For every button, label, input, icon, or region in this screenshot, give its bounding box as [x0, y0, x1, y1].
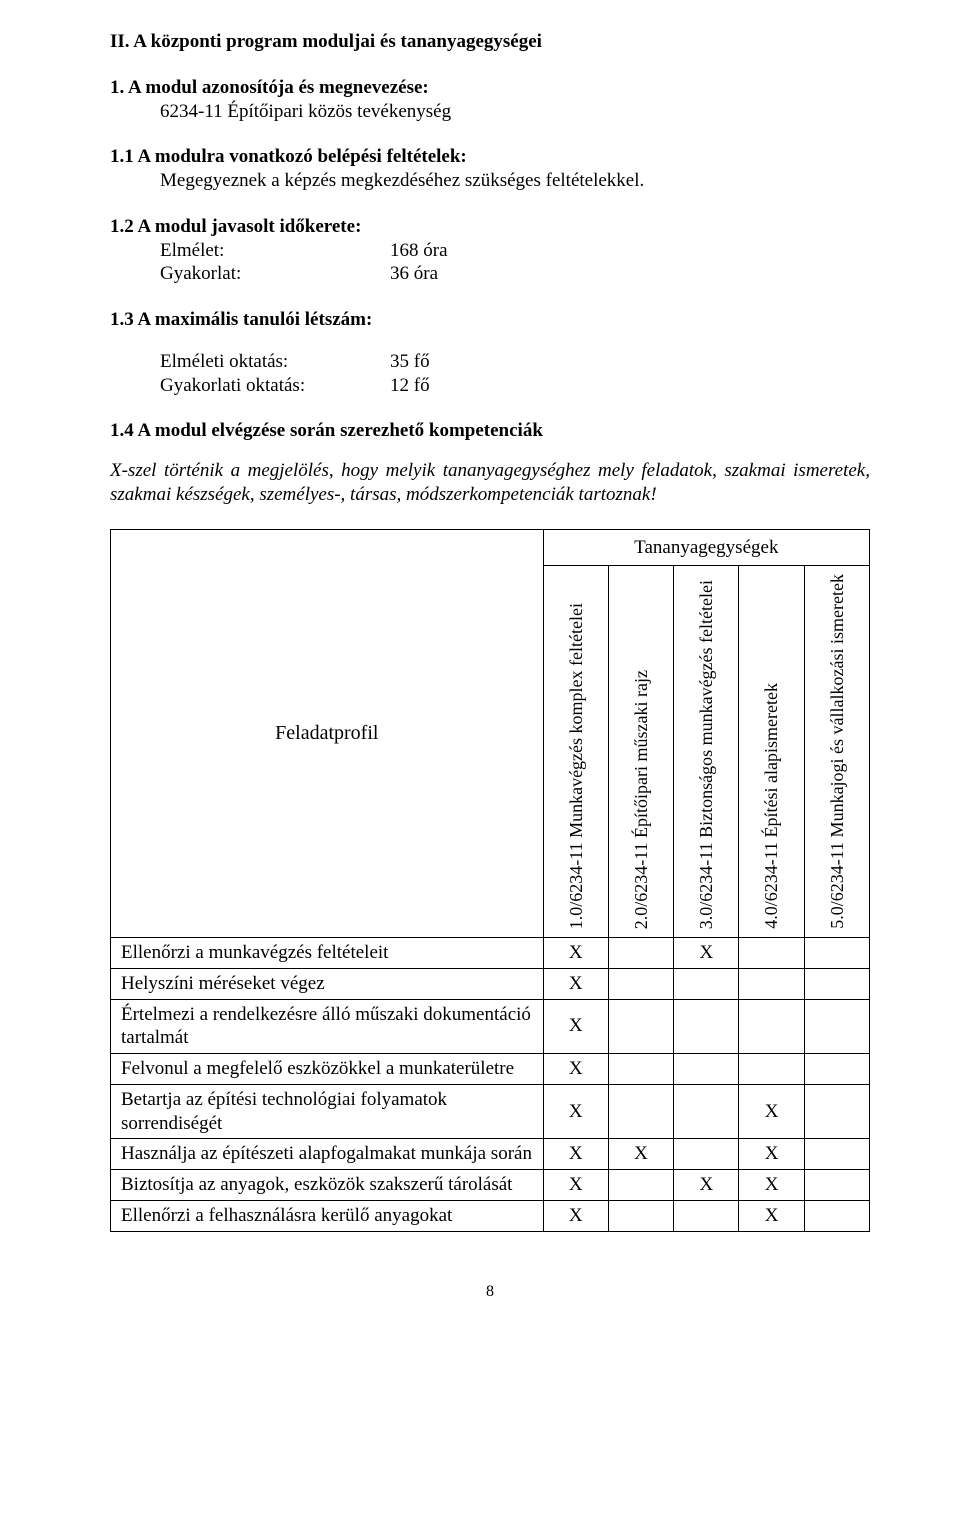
table-row: Értelmezi a rendelkezésre álló műszaki d…	[111, 999, 870, 1054]
mark-cell	[674, 1200, 739, 1231]
mark-cell: X	[543, 938, 608, 969]
mark-cell: X	[543, 968, 608, 999]
mark-cell	[739, 938, 804, 969]
kv-label: Gyakorlati oktatás:	[160, 374, 390, 398]
section-1-1-title: 1.1 A modulra vonatkozó belépési feltéte…	[110, 145, 870, 169]
section-1-sub: 6234-11 Építőipari közös tevékenység	[160, 100, 870, 124]
table-row: Betartja az építési technológiai folyama…	[111, 1084, 870, 1139]
mark-cell: X	[674, 938, 739, 969]
mark-cell: X	[739, 1139, 804, 1170]
kv-value: 12 fő	[390, 374, 430, 398]
table-row: Helyszíni méréseket végez X	[111, 968, 870, 999]
mark-cell	[804, 1084, 869, 1139]
section-1-3: 1.3 A maximális tanulói létszám: Elmélet…	[110, 308, 870, 397]
row-label: Felvonul a megfelelő eszközökkel a munka…	[111, 1054, 544, 1085]
col-header: 2.0/6234-11 Építőipari műszaki rajz	[630, 662, 653, 937]
mark-cell	[804, 1139, 869, 1170]
mark-cell	[739, 999, 804, 1054]
mark-cell: X	[543, 1200, 608, 1231]
col-header: 1.0/6234-11 Munkavégzés komplex feltétel…	[565, 595, 588, 937]
competency-table: Feladatprofil Tananyagegységek 1.0/6234-…	[110, 529, 870, 1232]
mark-cell	[608, 1054, 673, 1085]
kv-value: 35 fő	[390, 350, 430, 374]
col-header: 4.0/6234-11 Építési alapismeretek	[760, 675, 783, 937]
mark-cell	[608, 968, 673, 999]
section-1-2-title: 1.2 A modul javasolt időkerete:	[110, 215, 870, 239]
table-row: Felvonul a megfelelő eszközökkel a munka…	[111, 1054, 870, 1085]
mark-cell: X	[739, 1200, 804, 1231]
table-row: Ellenőrzi a felhasználásra kerülő anyago…	[111, 1200, 870, 1231]
section-1-1-sub: Megegyeznek a képzés megkezdéséhez szüks…	[160, 169, 870, 193]
row-label: Értelmezi a rendelkezésre álló műszaki d…	[111, 999, 544, 1054]
mark-cell: X	[543, 1084, 608, 1139]
kv-value: 36 óra	[390, 262, 438, 286]
mark-cell: X	[739, 1084, 804, 1139]
mark-cell	[739, 968, 804, 999]
mark-cell	[674, 999, 739, 1054]
table-row: Biztosítja az anyagok, eszközök szakszer…	[111, 1170, 870, 1201]
table-row: Használja az építészeti alapfogalmakat m…	[111, 1139, 870, 1170]
mark-cell	[804, 1170, 869, 1201]
mark-cell: X	[739, 1170, 804, 1201]
row-label: Betartja az építési technológiai folyama…	[111, 1084, 544, 1139]
mark-cell	[804, 938, 869, 969]
kv-label: Gyakorlat:	[160, 262, 390, 286]
mark-cell	[674, 968, 739, 999]
mark-cell: X	[608, 1139, 673, 1170]
tananyag-header: Tananyagegységek	[543, 529, 869, 566]
mark-cell	[608, 938, 673, 969]
section-1-4: 1.4 A modul elvégzése során szerezhető k…	[110, 419, 870, 506]
row-label: Ellenőrzi a munkavégzés feltételeit	[111, 938, 544, 969]
row-label: Használja az építészeti alapfogalmakat m…	[111, 1139, 544, 1170]
page-number: 8	[110, 1282, 870, 1302]
kv-row: Gyakorlati oktatás: 12 fő	[160, 374, 870, 398]
kv-row: Elmélet: 168 óra	[160, 239, 870, 263]
main-heading: II. A központi program moduljai és tanan…	[110, 30, 870, 54]
mark-cell	[739, 1054, 804, 1085]
kv-row: Gyakorlat: 36 óra	[160, 262, 870, 286]
kv-label: Elméleti oktatás:	[160, 350, 390, 374]
kv-label: Elmélet:	[160, 239, 390, 263]
mark-cell: X	[543, 1170, 608, 1201]
col-header: 5.0/6234-11 Munkajogi és vállalkozási is…	[826, 566, 849, 937]
feladatprofil-header: Feladatprofil	[111, 529, 544, 938]
mark-cell: X	[674, 1170, 739, 1201]
mark-cell	[804, 999, 869, 1054]
table-row: Ellenőrzi a munkavégzés feltételeit X X	[111, 938, 870, 969]
mark-cell	[608, 1200, 673, 1231]
section-1: 1. A modul azonosítója és megnevezése: 6…	[110, 76, 870, 124]
mark-cell	[608, 1170, 673, 1201]
kv-row: Elméleti oktatás: 35 fő	[160, 350, 870, 374]
section-1-1: 1.1 A modulra vonatkozó belépési feltéte…	[110, 145, 870, 193]
mark-cell: X	[543, 999, 608, 1054]
section-1-4-note: X-szel történik a megjelölés, hogy melyi…	[110, 459, 870, 507]
mark-cell	[804, 968, 869, 999]
col-header: 3.0/6234-11 Biztonságos munkavégzés felt…	[695, 572, 718, 937]
section-1-title: 1. A modul azonosítója és megnevezése:	[110, 76, 870, 100]
section-1-3-title: 1.3 A maximális tanulói létszám:	[110, 308, 870, 332]
mark-cell: X	[543, 1139, 608, 1170]
mark-cell	[608, 999, 673, 1054]
mark-cell: X	[543, 1054, 608, 1085]
section-1-2: 1.2 A modul javasolt időkerete: Elmélet:…	[110, 215, 870, 286]
row-label: Helyszíni méréseket végez	[111, 968, 544, 999]
mark-cell	[804, 1200, 869, 1231]
mark-cell	[674, 1054, 739, 1085]
mark-cell	[674, 1139, 739, 1170]
section-1-4-title: 1.4 A modul elvégzése során szerezhető k…	[110, 419, 870, 443]
kv-value: 168 óra	[390, 239, 448, 263]
mark-cell	[804, 1054, 869, 1085]
row-label: Ellenőrzi a felhasználásra kerülő anyago…	[111, 1200, 544, 1231]
mark-cell	[608, 1084, 673, 1139]
row-label: Biztosítja az anyagok, eszközök szakszer…	[111, 1170, 544, 1201]
mark-cell	[674, 1084, 739, 1139]
